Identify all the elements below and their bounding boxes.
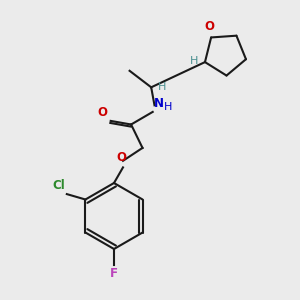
Text: O: O	[116, 151, 127, 164]
Text: F: F	[110, 267, 118, 280]
Text: H: H	[158, 82, 166, 92]
Text: N: N	[154, 98, 164, 110]
Text: H: H	[190, 56, 198, 66]
Text: O: O	[205, 20, 214, 33]
Text: O: O	[98, 106, 108, 119]
Text: H: H	[164, 103, 172, 112]
Text: Cl: Cl	[52, 179, 65, 192]
